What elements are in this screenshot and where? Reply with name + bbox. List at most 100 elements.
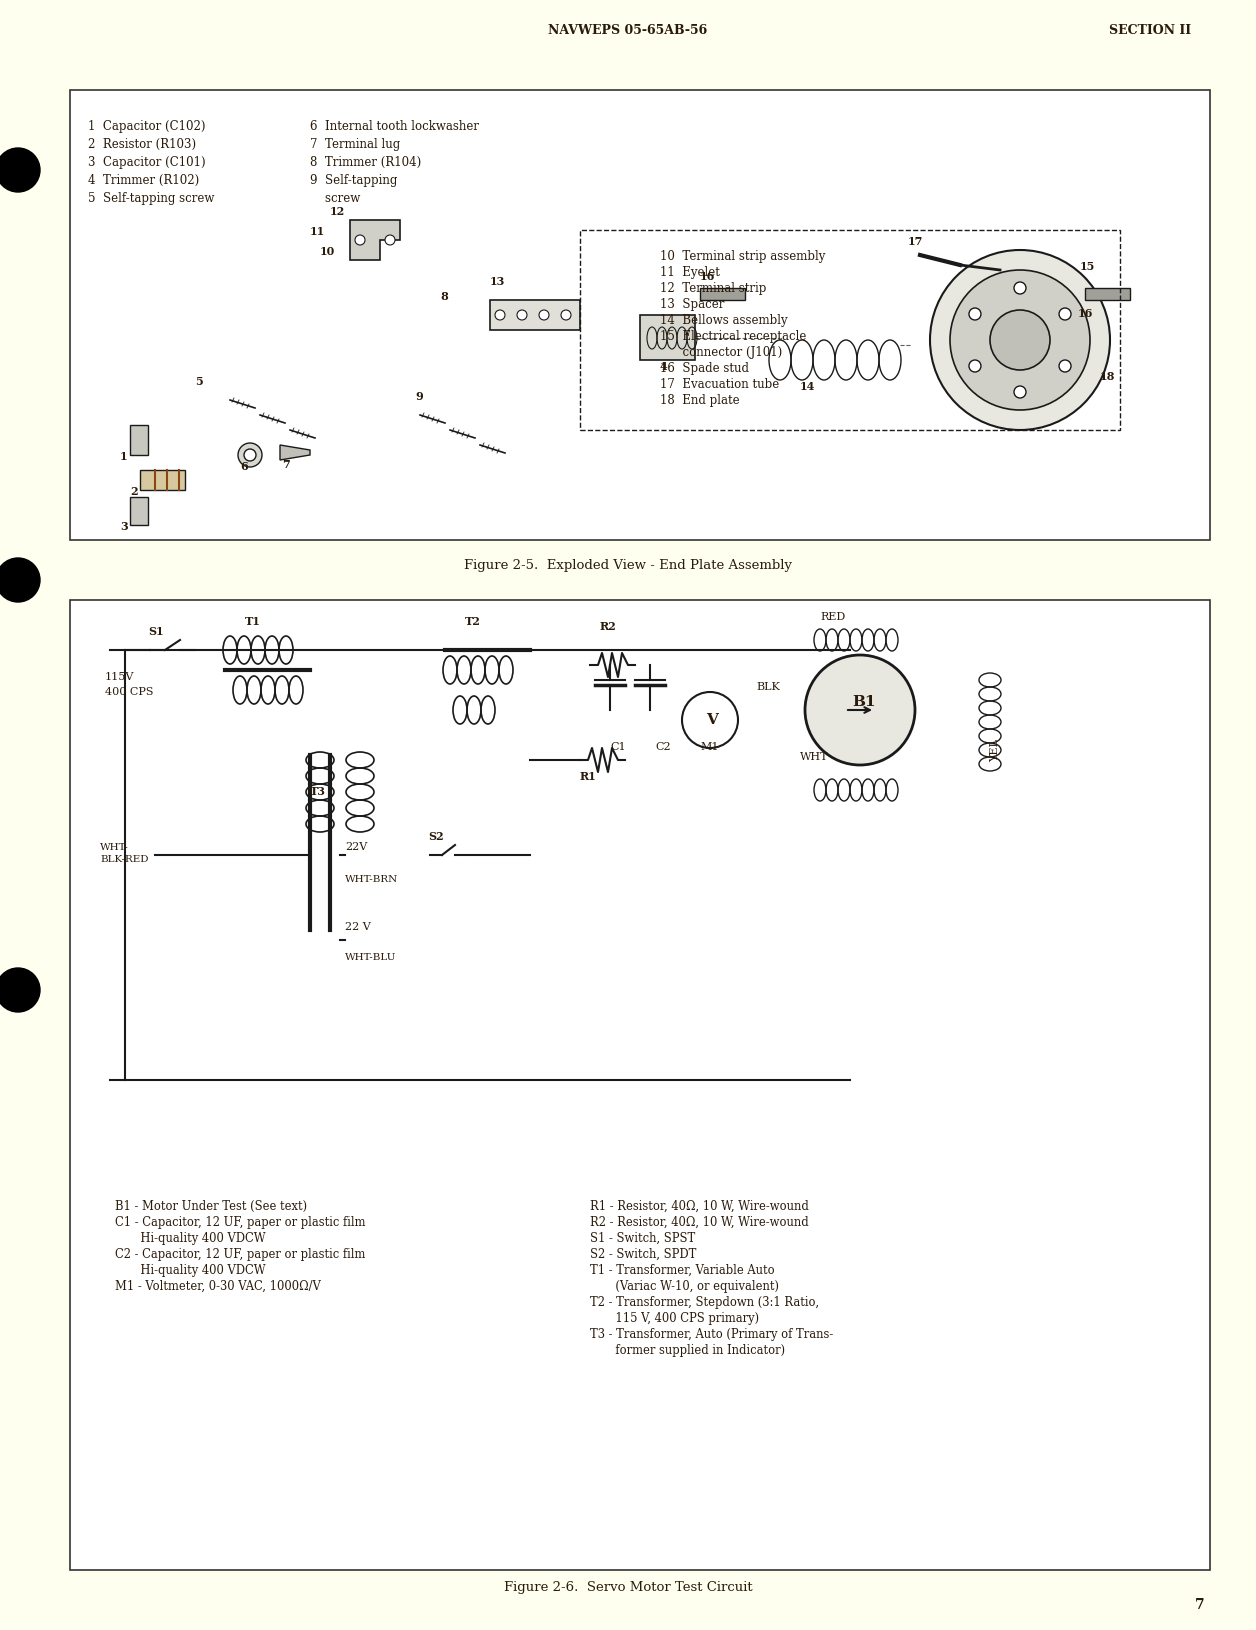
Text: R1 - Resistor, 40Ω, 10 W, Wire-wound: R1 - Resistor, 40Ω, 10 W, Wire-wound [590,1200,809,1213]
Text: 1  Capacitor (C102): 1 Capacitor (C102) [88,121,206,134]
Text: C1 - Capacitor, 12 UF, paper or plastic film: C1 - Capacitor, 12 UF, paper or plastic … [116,1216,365,1229]
Circle shape [682,693,739,748]
Text: SECTION II: SECTION II [1109,23,1191,36]
Circle shape [968,308,981,319]
Bar [490,300,580,329]
Text: WHT: WHT [800,751,829,761]
Text: R2: R2 [600,621,617,632]
Text: S2: S2 [428,831,443,843]
Bar [139,469,185,491]
Circle shape [0,148,40,192]
Circle shape [805,655,916,764]
Polygon shape [350,220,399,261]
Circle shape [0,968,40,1012]
Text: 22V: 22V [345,843,367,852]
Text: 14  Bellows assembly: 14 Bellows assembly [659,315,788,328]
Text: NAVWEPS 05-65AB-56: NAVWEPS 05-65AB-56 [549,23,707,36]
Text: T1 - Transformer, Variable Auto: T1 - Transformer, Variable Auto [590,1263,775,1276]
Circle shape [968,360,981,372]
Text: WHT-: WHT- [100,843,129,852]
Text: M1: M1 [700,742,718,751]
Text: 3  Capacitor (C101): 3 Capacitor (C101) [88,156,206,170]
Text: 5  Self-tapping screw: 5 Self-tapping screw [88,192,215,205]
Text: WHT-BRN: WHT-BRN [345,875,398,883]
Text: 7: 7 [283,460,290,469]
Text: 10  Terminal strip assembly: 10 Terminal strip assembly [659,249,825,262]
Text: 17: 17 [908,236,923,248]
Text: T1: T1 [245,616,261,628]
Text: V: V [706,712,718,727]
Circle shape [386,235,394,244]
Text: 5: 5 [195,377,202,386]
Text: 7  Terminal lug: 7 Terminal lug [310,139,401,152]
Text: C2 - Capacitor, 12 UF, paper or plastic film: C2 - Capacitor, 12 UF, paper or plastic … [116,1249,365,1262]
Circle shape [495,310,505,319]
Text: (Variac W-10, or equivalent): (Variac W-10, or equivalent) [590,1280,779,1293]
Text: 14: 14 [800,381,815,391]
Text: S2 - Switch, SPDT: S2 - Switch, SPDT [590,1249,696,1262]
Text: 8: 8 [440,292,447,302]
Text: 9: 9 [414,391,423,403]
Text: 3: 3 [121,522,128,531]
Text: YEL: YEL [990,738,1000,761]
Text: R1: R1 [580,771,597,782]
Text: R2 - Resistor, 40Ω, 10 W, Wire-wound: R2 - Resistor, 40Ω, 10 W, Wire-wound [590,1216,809,1229]
Bar [70,90,1210,540]
Circle shape [539,310,549,319]
Circle shape [237,443,263,468]
Bar [131,497,148,525]
Text: T3: T3 [310,786,327,797]
Text: 11: 11 [310,227,325,236]
Text: 4  Trimmer (R102): 4 Trimmer (R102) [88,174,200,187]
Text: 9  Self-tapping: 9 Self-tapping [310,174,397,187]
Text: 400 CPS: 400 CPS [106,686,153,698]
Text: connector (J101): connector (J101) [659,346,782,359]
Text: Hi-quality 400 VDCW: Hi-quality 400 VDCW [116,1232,265,1245]
Text: S1 - Switch, SPST: S1 - Switch, SPST [590,1232,696,1245]
Circle shape [1014,282,1026,293]
Bar [641,315,695,360]
Text: B1: B1 [852,694,875,709]
Text: 11  Eyelet: 11 Eyelet [659,266,720,279]
Circle shape [561,310,571,319]
Text: former supplied in Indicator): former supplied in Indicator) [590,1345,785,1358]
Text: 13  Spacer: 13 Spacer [659,298,725,311]
Text: 18: 18 [1100,372,1115,381]
Text: 4: 4 [659,360,668,372]
Circle shape [517,310,528,319]
Text: 16: 16 [700,271,716,282]
Bar [700,289,745,300]
Text: 115V: 115V [106,672,134,681]
Text: B1 - Motor Under Test (See text): B1 - Motor Under Test (See text) [116,1200,308,1213]
Text: 16: 16 [1078,308,1094,319]
Text: Figure 2-6.  Servo Motor Test Circuit: Figure 2-6. Servo Motor Test Circuit [504,1581,752,1594]
Text: 2  Resistor (R103): 2 Resistor (R103) [88,139,196,152]
Text: 17  Evacuation tube: 17 Evacuation tube [659,378,779,391]
Circle shape [950,271,1090,411]
Circle shape [929,249,1110,430]
Text: S1: S1 [148,626,163,637]
Text: 8  Trimmer (R104): 8 Trimmer (R104) [310,156,421,170]
Text: screw: screw [310,192,360,205]
Polygon shape [280,445,310,460]
Text: 15  Electrical receptacle: 15 Electrical receptacle [659,329,806,342]
Text: 12: 12 [330,205,345,217]
Text: 2: 2 [131,486,138,497]
Text: Hi-quality 400 VDCW: Hi-quality 400 VDCW [116,1263,265,1276]
Circle shape [1059,360,1071,372]
Text: 6  Internal tooth lockwasher: 6 Internal tooth lockwasher [310,121,479,134]
Text: C2: C2 [654,742,671,751]
Text: BLK: BLK [756,681,780,693]
Circle shape [1059,308,1071,319]
Text: T2 - Transformer, Stepdown (3:1 Ratio,: T2 - Transformer, Stepdown (3:1 Ratio, [590,1296,819,1309]
Text: C1: C1 [610,742,625,751]
Text: 1: 1 [121,452,128,461]
Circle shape [1014,386,1026,398]
Circle shape [355,235,365,244]
Text: 10: 10 [320,246,335,258]
Circle shape [244,448,256,461]
Bar [1085,289,1130,300]
Text: 12  Terminal strip: 12 Terminal strip [659,282,766,295]
Text: 18  End plate: 18 End plate [659,394,740,408]
Text: 16  Spade stud: 16 Spade stud [659,362,749,375]
